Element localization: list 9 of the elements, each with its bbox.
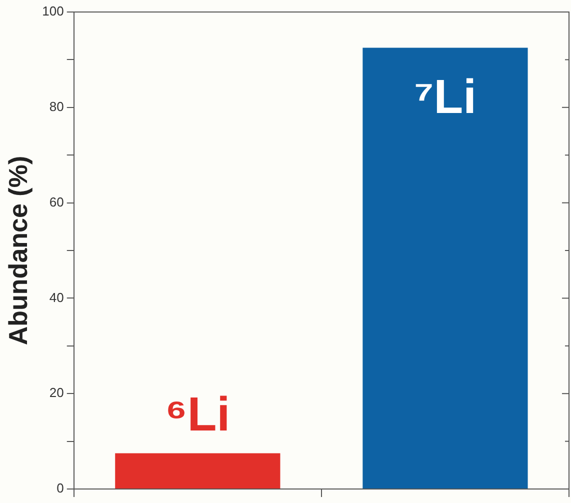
y-tick-label: 60 [49,194,64,210]
y-tick-label: 40 [49,290,64,305]
y-tick-label: 80 [49,98,64,114]
y-tick-label: 100 [42,4,64,19]
y-axis-title: Abundance (%) [2,156,33,346]
x-tick-label: ⁷Li [414,71,476,124]
x-tick-label: ⁶Li [165,388,230,442]
y-tick-label: 20 [49,385,64,400]
y-tick-label: 0 [56,480,64,496]
